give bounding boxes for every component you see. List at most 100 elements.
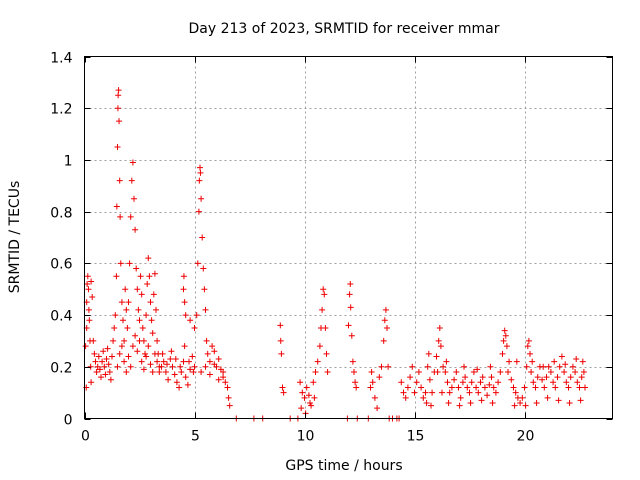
data-point bbox=[371, 394, 378, 401]
data-point bbox=[164, 361, 170, 368]
data-point bbox=[129, 343, 136, 350]
data-point bbox=[99, 358, 106, 365]
data-point bbox=[437, 343, 444, 350]
data-point bbox=[374, 405, 381, 412]
data-point bbox=[100, 348, 107, 355]
data-point bbox=[428, 402, 434, 409]
data-point bbox=[475, 389, 482, 396]
data-point bbox=[446, 389, 453, 396]
data-point bbox=[540, 363, 547, 370]
data-point bbox=[156, 368, 163, 375]
data-point bbox=[200, 265, 207, 272]
data-point bbox=[159, 350, 166, 357]
data-point bbox=[98, 374, 104, 381]
data-point bbox=[556, 363, 563, 370]
data-point bbox=[312, 368, 319, 375]
y-tick-label: 0.8 bbox=[50, 206, 72, 222]
data-point bbox=[180, 358, 187, 365]
data-point bbox=[558, 353, 565, 360]
data-point bbox=[495, 379, 502, 386]
data-point bbox=[297, 379, 304, 386]
data-point bbox=[500, 337, 507, 344]
data-point bbox=[467, 399, 474, 406]
data-point bbox=[123, 368, 130, 375]
data-point bbox=[368, 368, 375, 375]
data-point bbox=[104, 345, 111, 352]
data-point bbox=[320, 286, 327, 293]
data-point bbox=[311, 394, 318, 401]
data-point bbox=[132, 332, 139, 339]
data-point bbox=[89, 293, 96, 300]
x-axis: 0 5 10 15 20 bbox=[81, 56, 534, 445]
data-point bbox=[201, 286, 208, 293]
data-point bbox=[305, 392, 312, 399]
data-point bbox=[439, 389, 445, 396]
data-point bbox=[444, 379, 451, 386]
data-point bbox=[186, 358, 192, 365]
data-point bbox=[116, 177, 123, 184]
data-point bbox=[115, 87, 122, 94]
data-point bbox=[468, 379, 475, 386]
data-point bbox=[277, 337, 284, 344]
data-point bbox=[322, 325, 329, 331]
data-point bbox=[149, 368, 156, 375]
data-point bbox=[181, 299, 188, 306]
data-point bbox=[114, 363, 121, 370]
data-point bbox=[88, 278, 95, 285]
data-point bbox=[84, 281, 91, 288]
data-point bbox=[316, 343, 323, 350]
data-point bbox=[137, 273, 144, 280]
y-axis-label: SRMTID / TECUs bbox=[7, 181, 23, 294]
x-tick-label: 10 bbox=[297, 429, 315, 445]
x-tick-label: 5 bbox=[191, 429, 200, 445]
data-point bbox=[541, 384, 548, 391]
data-point bbox=[153, 306, 159, 313]
chart-title: Day 213 of 2023, SRMTID for receiver mma… bbox=[188, 21, 499, 37]
data-point bbox=[122, 286, 129, 293]
data-point bbox=[158, 363, 165, 370]
data-point bbox=[565, 384, 572, 391]
data-point bbox=[545, 363, 552, 370]
data-point bbox=[481, 384, 488, 391]
data-point bbox=[115, 92, 122, 99]
data-point bbox=[173, 379, 180, 386]
data-point bbox=[120, 317, 126, 324]
data-point bbox=[398, 379, 405, 386]
data-point bbox=[111, 325, 118, 331]
data-point bbox=[202, 306, 209, 313]
data-point bbox=[105, 361, 112, 368]
data-point bbox=[220, 368, 227, 375]
data-point bbox=[532, 384, 539, 391]
data-point bbox=[422, 389, 429, 396]
data-point bbox=[211, 361, 218, 368]
y-tick-label: 1.4 bbox=[50, 51, 72, 67]
data-point bbox=[121, 358, 128, 365]
data-point bbox=[280, 389, 287, 396]
data-point bbox=[182, 312, 189, 319]
data-point bbox=[551, 358, 558, 365]
y-tick-label: 0.2 bbox=[50, 361, 72, 377]
data-point bbox=[220, 374, 227, 381]
y-tick-label: 0.6 bbox=[50, 257, 72, 273]
data-point bbox=[165, 376, 172, 383]
data-point bbox=[142, 350, 148, 357]
data-point bbox=[307, 399, 313, 406]
data-point bbox=[118, 299, 125, 306]
data-point bbox=[191, 363, 198, 370]
data-point bbox=[411, 389, 418, 396]
data-point bbox=[385, 363, 392, 370]
data-point bbox=[490, 384, 497, 391]
data-point bbox=[508, 376, 515, 383]
x-axis-label: GPS time / hours bbox=[285, 458, 402, 474]
data-point bbox=[445, 399, 452, 406]
data-point bbox=[572, 368, 579, 375]
data-point bbox=[502, 332, 509, 339]
data-point bbox=[534, 374, 541, 381]
data-point bbox=[566, 399, 573, 406]
data-point bbox=[505, 368, 511, 375]
data-point bbox=[144, 281, 151, 288]
data-point bbox=[154, 358, 161, 365]
data-point bbox=[124, 325, 131, 331]
data-point bbox=[187, 366, 194, 373]
